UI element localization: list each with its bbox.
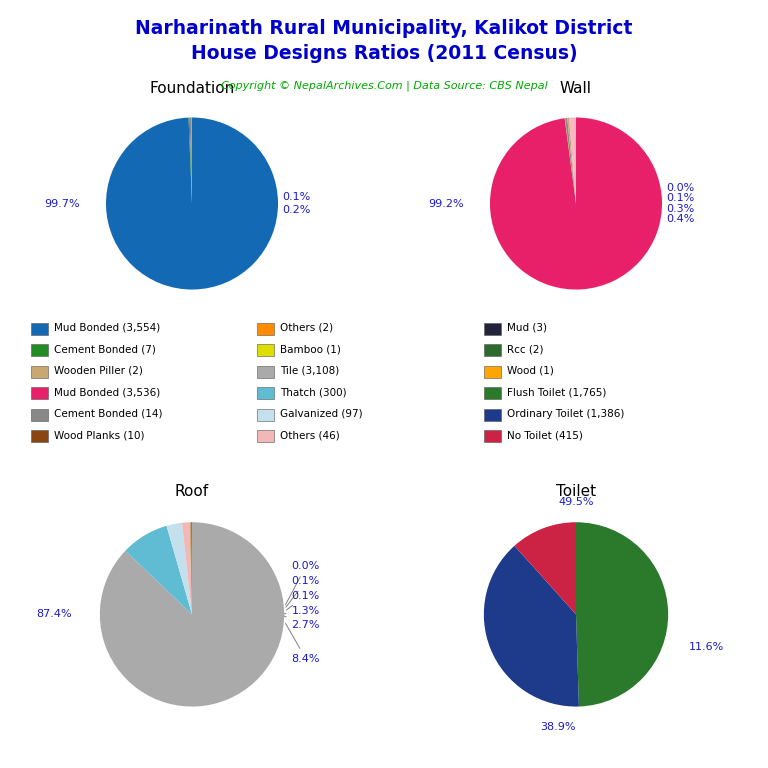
- Wedge shape: [191, 522, 192, 614]
- Text: 2.7%: 2.7%: [284, 616, 320, 631]
- Title: Foundation: Foundation: [149, 81, 235, 96]
- Text: 0.1%: 0.1%: [286, 576, 319, 607]
- Wedge shape: [484, 546, 579, 707]
- Text: 87.4%: 87.4%: [37, 609, 72, 620]
- Text: Wooden Piller (2): Wooden Piller (2): [54, 366, 143, 376]
- Text: 0.1%: 0.1%: [283, 192, 310, 202]
- Wedge shape: [167, 523, 192, 614]
- Text: Bamboo (1): Bamboo (1): [280, 344, 341, 355]
- Text: 0.3%: 0.3%: [667, 204, 694, 214]
- Title: Wall: Wall: [560, 81, 592, 96]
- Text: 0.0%: 0.0%: [667, 183, 694, 193]
- Text: Flush Toilet (1,765): Flush Toilet (1,765): [507, 387, 606, 398]
- Text: 0.1%: 0.1%: [667, 194, 694, 204]
- Wedge shape: [188, 118, 192, 204]
- Text: 0.1%: 0.1%: [286, 591, 319, 610]
- Wedge shape: [515, 522, 576, 614]
- Text: 0.2%: 0.2%: [283, 205, 311, 215]
- Title: Roof: Roof: [175, 484, 209, 499]
- Text: Copyright © NepalArchives.Com | Data Source: CBS Nepal: Copyright © NepalArchives.Com | Data Sou…: [220, 81, 548, 91]
- Text: 1.3%: 1.3%: [284, 606, 319, 616]
- Wedge shape: [564, 118, 576, 204]
- Text: Wood Planks (10): Wood Planks (10): [54, 430, 144, 441]
- Text: Ordinary Toilet (1,386): Ordinary Toilet (1,386): [507, 409, 624, 419]
- Wedge shape: [576, 522, 668, 707]
- Wedge shape: [125, 526, 192, 614]
- Wedge shape: [569, 118, 576, 204]
- Text: Tile (3,108): Tile (3,108): [280, 366, 339, 376]
- Text: Cement Bonded (14): Cement Bonded (14): [54, 409, 162, 419]
- Wedge shape: [106, 118, 278, 290]
- Text: 99.2%: 99.2%: [429, 198, 464, 209]
- Text: Rcc (2): Rcc (2): [507, 344, 544, 355]
- Text: Narharinath Rural Municipality, Kalikot District
House Designs Ratios (2011 Cens: Narharinath Rural Municipality, Kalikot …: [135, 19, 633, 63]
- Text: Mud Bonded (3,554): Mud Bonded (3,554): [54, 323, 160, 333]
- Text: Others (2): Others (2): [280, 323, 333, 333]
- Wedge shape: [565, 118, 576, 204]
- Wedge shape: [100, 522, 284, 707]
- Text: 99.7%: 99.7%: [45, 198, 80, 209]
- Text: Cement Bonded (7): Cement Bonded (7): [54, 344, 156, 355]
- Text: Mud Bonded (3,536): Mud Bonded (3,536): [54, 387, 160, 398]
- Text: 11.6%: 11.6%: [688, 641, 723, 652]
- Text: 49.5%: 49.5%: [558, 497, 594, 507]
- Wedge shape: [190, 118, 192, 204]
- Text: Others (46): Others (46): [280, 430, 340, 441]
- Wedge shape: [565, 118, 576, 204]
- Text: Galvanized (97): Galvanized (97): [280, 409, 363, 419]
- Text: 0.0%: 0.0%: [286, 561, 319, 604]
- Text: Mud (3): Mud (3): [507, 323, 547, 333]
- Text: Wood (1): Wood (1): [507, 366, 554, 376]
- Text: No Toilet (415): No Toilet (415): [507, 430, 583, 441]
- Wedge shape: [190, 522, 192, 614]
- Title: Toilet: Toilet: [556, 484, 596, 499]
- Wedge shape: [568, 118, 576, 204]
- Text: 8.4%: 8.4%: [286, 624, 320, 664]
- Wedge shape: [490, 118, 662, 290]
- Text: 38.9%: 38.9%: [540, 722, 575, 732]
- Wedge shape: [568, 118, 576, 204]
- Text: 0.4%: 0.4%: [667, 214, 695, 224]
- Wedge shape: [182, 522, 192, 614]
- Text: Thatch (300): Thatch (300): [280, 387, 347, 398]
